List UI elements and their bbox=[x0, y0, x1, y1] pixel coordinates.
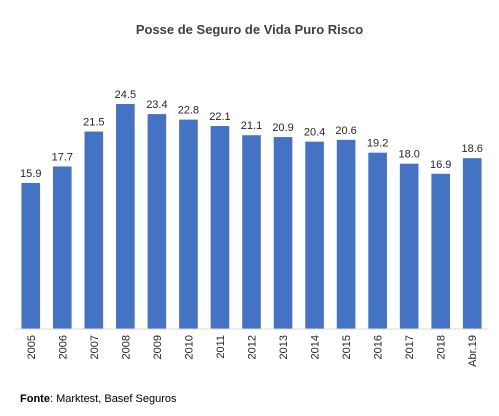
value-label-Abr.19: 18.6 bbox=[462, 143, 483, 155]
bar-2011 bbox=[210, 126, 230, 329]
value-label-2012: 21.1 bbox=[241, 120, 262, 132]
bar-2008 bbox=[116, 104, 135, 329]
x-tick-label-2016: 2016 bbox=[373, 335, 385, 359]
bar-2017 bbox=[399, 163, 419, 329]
chart-title: Posse de Seguro de Vida Puro Risco bbox=[136, 22, 363, 37]
source-label: Fonte bbox=[20, 393, 50, 405]
x-tick-label-2017: 2017 bbox=[404, 335, 416, 359]
bar-2018 bbox=[431, 173, 450, 329]
value-label-2010: 22.8 bbox=[178, 105, 199, 117]
value-label-2008: 24.5 bbox=[115, 89, 136, 101]
bar-2015 bbox=[336, 139, 356, 329]
value-label-2017: 18.0 bbox=[398, 149, 419, 161]
x-tick-label-2007: 2007 bbox=[89, 335, 101, 359]
bar-2013 bbox=[273, 137, 293, 329]
value-label-2013: 20.9 bbox=[272, 122, 293, 134]
x-tick-label-2005: 2005 bbox=[26, 335, 38, 359]
bar-Abr.19 bbox=[462, 158, 482, 329]
value-label-2015: 20.6 bbox=[335, 125, 356, 137]
value-label-2005: 15.9 bbox=[20, 168, 41, 180]
x-tick-label-2012: 2012 bbox=[247, 335, 259, 359]
x-tick-label-2006: 2006 bbox=[57, 335, 69, 359]
bar-2006 bbox=[53, 166, 72, 329]
x-tick-label-2018: 2018 bbox=[436, 335, 448, 359]
bars-group bbox=[21, 104, 482, 329]
value-label-2006: 17.7 bbox=[52, 151, 73, 163]
value-label-2009: 23.4 bbox=[146, 99, 167, 111]
value-label-2014: 20.4 bbox=[304, 127, 325, 139]
source-note: Fonte: Marktest, Basef Seguros bbox=[20, 393, 177, 405]
bar-2009 bbox=[147, 114, 167, 329]
value-label-2018: 16.9 bbox=[430, 159, 451, 171]
source-text: : Marktest, Basef Seguros bbox=[49, 393, 177, 405]
bar-2007 bbox=[84, 131, 104, 329]
x-tick-label-2013: 2013 bbox=[278, 335, 290, 359]
value-label-2011: 22.1 bbox=[209, 111, 230, 123]
x-tick-label-2014: 2014 bbox=[310, 335, 322, 359]
value-label-2007: 21.5 bbox=[83, 117, 104, 129]
x-tick-label-2015: 2015 bbox=[341, 335, 353, 359]
bar-2016 bbox=[368, 152, 387, 329]
x-tick-label-2010: 2010 bbox=[183, 335, 195, 359]
x-tick-labels-group: 2005 2006 2007 2008 2009 2010 2011 2012 2013 2014… bbox=[26, 335, 479, 367]
x-tick-label-2011: 2011 bbox=[215, 335, 227, 359]
x-tick-label-2009: 2009 bbox=[152, 335, 164, 359]
bar-2005 bbox=[21, 182, 41, 329]
bar-2010 bbox=[179, 119, 198, 329]
bar-2014 bbox=[305, 141, 324, 329]
x-tick-label-Abr.19: Abr.19 bbox=[467, 335, 479, 367]
value-label-2016: 19.2 bbox=[367, 138, 388, 150]
x-tick-label-2008: 2008 bbox=[120, 335, 132, 359]
bar-2012 bbox=[242, 135, 261, 329]
value-labels-group: 15.9 17.7 21.5 24.5 23.4 22.8 22.1 21.1 20.9 20.4… bbox=[20, 89, 483, 180]
